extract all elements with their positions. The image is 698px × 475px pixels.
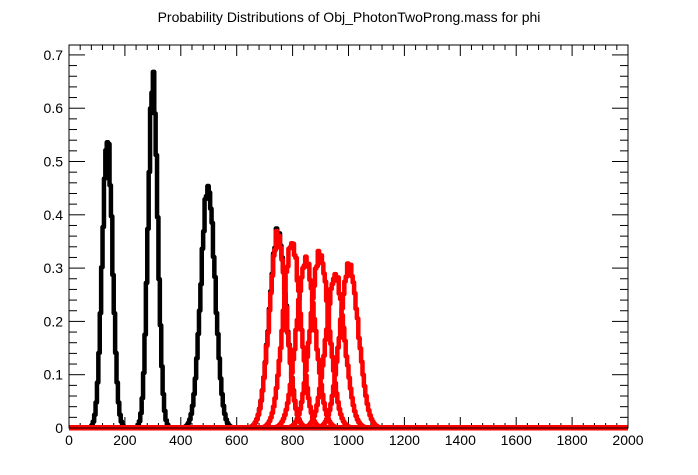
x-tick-label: 1600 bbox=[501, 432, 532, 448]
chart-title: Probability Distributions of Obj_PhotonT… bbox=[158, 9, 541, 25]
y-tick-label: 0 bbox=[55, 420, 63, 436]
y-tick-label: 0.7 bbox=[44, 47, 64, 63]
x-axis: 0 200 400 600 800 1000 1200 1400 1600 1800 2000 bbox=[65, 45, 644, 448]
series-line-7 bbox=[68, 254, 629, 431]
plot-frame bbox=[68, 44, 629, 429]
x-tick-label: 1200 bbox=[389, 432, 420, 448]
series-line-4 bbox=[68, 226, 629, 431]
series-line-5 bbox=[68, 228, 629, 431]
x-tick-label: 1000 bbox=[333, 432, 364, 448]
series-line-10 bbox=[68, 261, 629, 431]
y-tick-label: 0.5 bbox=[44, 154, 64, 170]
x-tick-label: 0 bbox=[65, 432, 73, 448]
x-tick-label: 2000 bbox=[612, 432, 643, 448]
y-tick-label: 0.6 bbox=[44, 100, 64, 116]
x-tick-label: 1800 bbox=[557, 432, 588, 448]
x-tick-label: 800 bbox=[281, 432, 305, 448]
series-line-3 bbox=[68, 183, 629, 431]
series-layer bbox=[68, 69, 629, 431]
x-tick-label: 200 bbox=[113, 432, 137, 448]
x-tick-label: 1400 bbox=[445, 432, 476, 448]
series-line-9 bbox=[68, 271, 629, 431]
x-tick-label: 600 bbox=[225, 432, 249, 448]
y-tick-label: 0.4 bbox=[44, 207, 64, 223]
y-tick-label: 0.2 bbox=[44, 313, 64, 329]
y-tick-label: 0.1 bbox=[44, 367, 64, 383]
x-tick-label: 400 bbox=[169, 432, 193, 448]
y-tick-label: 0.3 bbox=[44, 260, 64, 276]
